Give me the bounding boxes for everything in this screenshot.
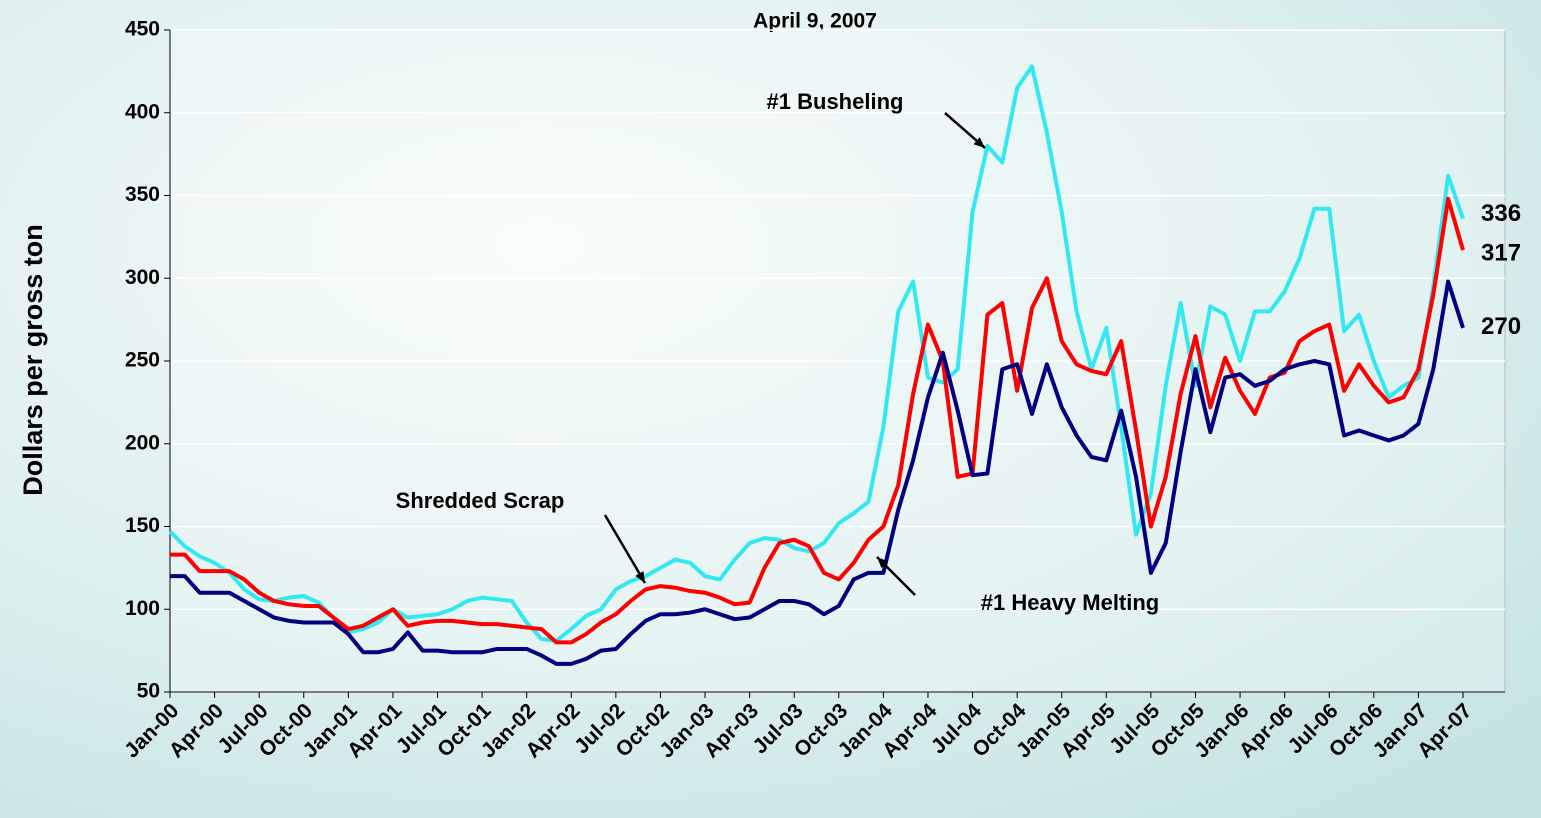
y-tick-label: 250 [125, 349, 160, 372]
series-label: #1 Busheling [767, 89, 904, 114]
series-label: #1 Heavy Melting [981, 590, 1160, 615]
y-tick-label: 450 [125, 18, 160, 41]
series-line [170, 196, 1465, 645]
end-value-label: 270 [1481, 313, 1521, 340]
chart-title: April 9, 2007 [753, 10, 877, 33]
end-value-label: 336 [1481, 200, 1521, 227]
arrow-head [973, 137, 985, 148]
y-tick-label: 350 [125, 183, 160, 206]
arrow-head [877, 557, 889, 569]
y-tick-label: 50 [137, 680, 160, 703]
end-value-label: 317 [1481, 239, 1521, 266]
series-label: Shredded Scrap [396, 488, 565, 513]
label-arrow [603, 514, 647, 584]
arrow-head [635, 571, 645, 583]
y-tick-label: 200 [125, 431, 160, 454]
series-line [170, 279, 1465, 666]
series-line [168, 64, 1465, 643]
y-axis-label: Dollars per gross ton [18, 224, 48, 496]
y-tick-label: 300 [125, 266, 160, 289]
y-tick-label: 400 [125, 100, 160, 123]
y-tick-label: 150 [125, 514, 160, 537]
y-tick-label: 100 [125, 597, 160, 620]
